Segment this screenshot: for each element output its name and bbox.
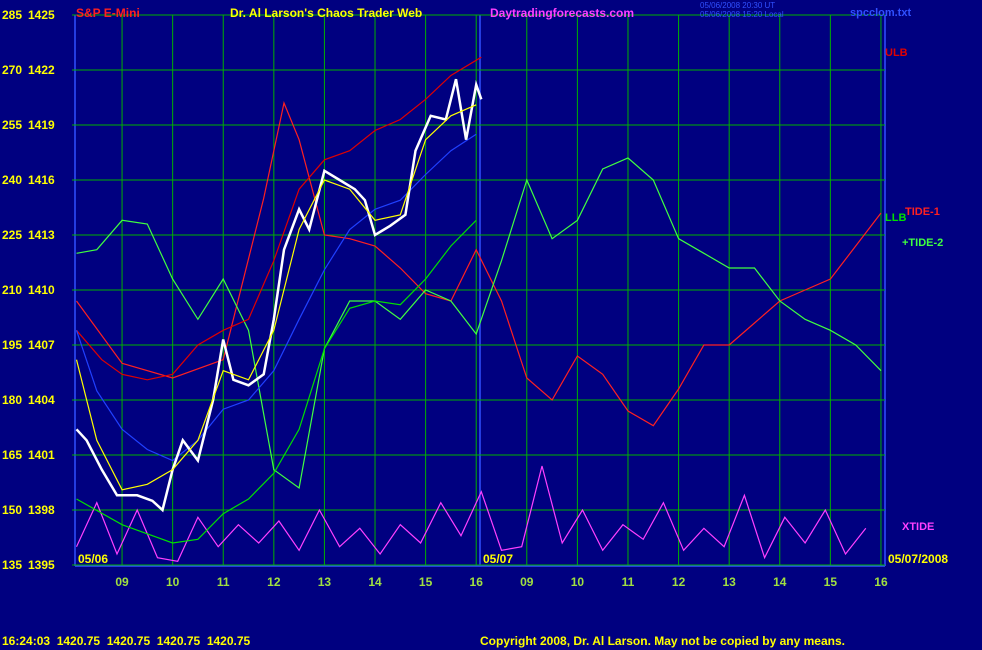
x-tick-label: 13 xyxy=(722,575,736,589)
chart-title: Dr. Al Larson's Chaos Trader Web xyxy=(230,6,422,20)
y2-tick-label: 1398 xyxy=(28,503,55,517)
series-label: LLB xyxy=(885,212,906,224)
y2-tick-label: 1422 xyxy=(28,63,55,77)
series-line xyxy=(76,100,882,427)
y-tick-label: 270 xyxy=(2,63,22,77)
x-tick-label: 09 xyxy=(115,575,129,589)
copyright: Copyright 2008, Dr. Al Larson. May not b… xyxy=(480,634,845,648)
website: Daytradingforecasts.com xyxy=(490,6,634,20)
x-tick-label: 16 xyxy=(470,575,484,589)
y2-tick-label: 1413 xyxy=(28,228,55,242)
y2-tick-label: 1416 xyxy=(28,173,55,187)
quote-line: 16:24:03 1420.75 1420.75 1420.75 1420.75 xyxy=(2,634,251,648)
y-tick-label: 135 xyxy=(2,558,22,572)
series-line xyxy=(76,157,882,490)
series-label: +TIDE-2 xyxy=(902,237,943,249)
y2-tick-label: 1410 xyxy=(28,283,55,297)
x-tick-label: 15 xyxy=(419,575,433,589)
series-label: ULB xyxy=(885,47,908,59)
instrument: S&P E-Mini xyxy=(76,6,140,20)
x-tick-label: 09 xyxy=(520,575,534,589)
y2-tick-label: 1404 xyxy=(28,393,55,407)
x-tick-label: 10 xyxy=(166,575,180,589)
y-tick-label: 180 xyxy=(2,393,22,407)
date-label: 05/07 xyxy=(483,552,513,566)
x-tick-label: 10 xyxy=(571,575,585,589)
x-tick-label: 11 xyxy=(217,575,230,589)
date-label: 05/07/2008 xyxy=(888,552,948,566)
file-name: spcclom.txt xyxy=(850,7,911,19)
series-line xyxy=(76,219,477,544)
y-tick-label: 240 xyxy=(2,173,22,187)
x-tick-label: 15 xyxy=(824,575,838,589)
y2-tick-label: 1401 xyxy=(28,448,55,462)
x-tick-label: 13 xyxy=(318,575,332,589)
x-tick-label: 14 xyxy=(368,575,382,589)
grid xyxy=(72,14,885,566)
x-tick-label: 14 xyxy=(773,575,787,589)
series-label: XTIDE xyxy=(902,521,934,533)
series-line xyxy=(75,104,477,491)
timestamp-local: 05/06/2008 15:20 Local xyxy=(700,10,784,19)
x-tick-label: 11 xyxy=(622,575,635,589)
labels: 135 150 165 180 195 210 225 240 255 270 285 1395 139… xyxy=(2,8,943,589)
y-tick-label: 210 xyxy=(2,283,22,297)
date-label: 05/06 xyxy=(78,552,108,566)
y-tick-label: 285 xyxy=(2,8,22,22)
y-tick-label: 195 xyxy=(2,338,22,352)
x-tick-label: 16 xyxy=(874,575,888,589)
y-tick-label: 150 xyxy=(2,503,22,517)
y2-tick-label: 1419 xyxy=(28,118,55,132)
series-line xyxy=(76,56,482,381)
series-label: TIDE-1 xyxy=(905,206,940,218)
y2-tick-label: 1395 xyxy=(28,558,55,572)
lines xyxy=(75,56,882,562)
series-line xyxy=(75,465,867,562)
timestamp-ut: 05/06/2008 20:30 UT xyxy=(700,1,775,10)
y-tick-label: 255 xyxy=(2,118,22,132)
series-line xyxy=(75,78,483,513)
y2-tick-label: 1407 xyxy=(28,338,55,352)
y-tick-label: 165 xyxy=(2,448,22,462)
x-tick-label: 12 xyxy=(672,575,686,589)
y-tick-label: 225 xyxy=(2,228,22,242)
x-tick-label: 12 xyxy=(267,575,281,589)
y2-tick-label: 1425 xyxy=(28,8,55,22)
